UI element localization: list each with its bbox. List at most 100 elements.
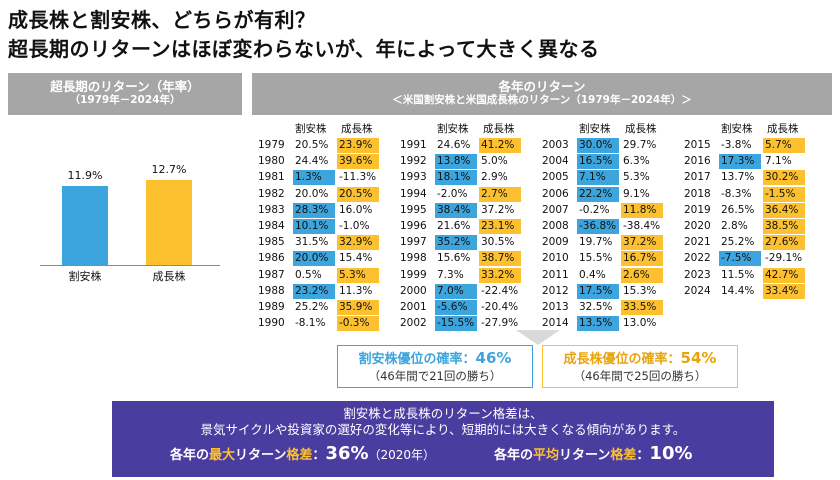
growth-return-cell: 41.2% xyxy=(479,138,521,153)
year-cell: 1989 xyxy=(258,301,285,313)
growth-return-cell: 23.1% xyxy=(479,219,521,234)
growth-return-cell: 5.3% xyxy=(337,267,379,283)
avg-gap-stat: 各年の平均リターン格差：10% xyxy=(494,442,693,468)
year-cell: 2000 xyxy=(400,284,427,297)
growth-return-cell: 15.3% xyxy=(623,284,657,297)
table-row: 2013 32.5% 33.5% xyxy=(542,300,672,316)
value-return-cell: 2.8% xyxy=(721,220,748,232)
year-cell: 1982 xyxy=(258,187,285,200)
value-return-cell: 13.5% xyxy=(577,316,619,332)
bar-value-label: 11.9% xyxy=(67,168,103,182)
table-block: 割安株 成長株 1991 24.6% 41.2% 1992 13.8% 5.0% 1993 18.… xyxy=(400,122,530,332)
growth-return-cell: 2.9% xyxy=(481,171,508,184)
value-return-cell: 24.6% xyxy=(437,139,471,151)
column-header-value: 割安株 xyxy=(295,123,327,135)
table-row: 2009 19.7% 37.2% xyxy=(542,235,672,251)
value-return-cell: 23.2% xyxy=(293,283,335,299)
value-return-cell: 15.5% xyxy=(579,252,613,265)
bar-category-label: 成長株 xyxy=(152,270,186,283)
max-colon: ： xyxy=(312,448,326,463)
year-cell: 2016 xyxy=(684,155,711,168)
year-cell: 1994 xyxy=(400,187,427,200)
table-row: 2012 17.5% 15.3% xyxy=(542,283,672,300)
column-header-growth: 成長株 xyxy=(625,123,657,135)
table-block: 割安株 成長株 2003 30.0% 29.7% 2004 16.5% 6.3% 2005 7.1… xyxy=(542,122,672,332)
summary-line1: 割安株と成長株のリターン格差は、 xyxy=(343,406,543,421)
value-return-cell: -0.2% xyxy=(579,203,610,216)
year-cell: 1983 xyxy=(258,203,285,216)
table-row: 1980 24.4% 39.6% xyxy=(258,154,388,170)
table-row: 1991 24.6% 41.2% xyxy=(400,138,530,154)
growth-return-cell: 37.2% xyxy=(621,235,663,251)
table-row: 2020 2.8% 38.5% xyxy=(684,219,814,235)
growth-return-cell: 36.4% xyxy=(763,202,805,218)
bar-category-label: 割安株 xyxy=(68,270,102,283)
table-row: 1996 21.6% 23.1% xyxy=(400,219,530,235)
year-cell: 2003 xyxy=(542,139,569,151)
table-row: 2015 -3.8% 5.7% xyxy=(684,138,814,154)
table-row: 2023 11.5% 42.7% xyxy=(684,267,814,284)
value-return-cell: 11.5% xyxy=(721,268,755,281)
value-return-cell: 28.3% xyxy=(293,202,335,218)
value-return-cell: 10.1% xyxy=(293,219,335,234)
value-return-cell: 21.6% xyxy=(437,220,471,232)
year-cell: 1995 xyxy=(400,203,427,216)
value-return-cell: 1.3% xyxy=(293,170,335,186)
growth-return-cell: 33.2% xyxy=(479,267,521,283)
year-cell: 2002 xyxy=(400,317,427,330)
value-return-cell: 38.4% xyxy=(435,202,477,218)
year-cell: 1992 xyxy=(400,155,427,168)
value-callout-label: 割安株優位の確率： xyxy=(358,352,476,367)
year-cell: 1999 xyxy=(400,268,427,281)
value-return-cell: 7.3% xyxy=(437,268,464,281)
value-return-cell: 7.1% xyxy=(577,170,619,186)
table-row: 1979 20.5% 23.9% xyxy=(258,138,388,154)
growth-return-cell: 6.3% xyxy=(623,155,650,168)
growth-return-cell: 16.7% xyxy=(621,251,663,267)
growth-return-cell: -1.0% xyxy=(339,220,370,232)
year-cell: 1979 xyxy=(258,139,285,151)
growth-return-cell: 7.1% xyxy=(765,155,792,168)
value-return-cell: -15.5% xyxy=(435,316,477,332)
growth-win-callout: 成長株優位の確率：54% （46年間で25回の勝ち） xyxy=(542,345,738,388)
max-pre: 各年の xyxy=(170,448,210,463)
table-row: 2022 -7.5% -29.1% xyxy=(684,251,814,267)
year-cell: 2022 xyxy=(684,252,711,265)
max-hl2: 格差 xyxy=(286,448,313,463)
value-return-cell: -36.8% xyxy=(577,219,619,234)
growth-return-cell: 38.7% xyxy=(479,251,521,267)
summary-box: 割安株と成長株のリターン格差は、 景気サイクルや投資家の選好の変化等により、短期… xyxy=(112,401,774,477)
year-cell: 2005 xyxy=(542,171,569,184)
value-return-cell: 26.5% xyxy=(721,203,755,216)
year-cell: 1987 xyxy=(258,268,285,281)
growth-return-cell: 11.8% xyxy=(621,202,663,218)
table-row: 2005 7.1% 5.3% xyxy=(542,170,672,186)
table-row: 1986 20.0% 15.4% xyxy=(258,251,388,267)
summary-line2: 景気サイクルや投資家の選好の変化等により、短期的には大きくなる傾向があります。 xyxy=(200,422,686,437)
growth-return-cell: 27.6% xyxy=(763,235,805,251)
growth-return-cell: 35.9% xyxy=(337,300,379,315)
value-return-cell: -8.1% xyxy=(295,317,326,330)
value-return-cell: 0.5% xyxy=(295,268,322,281)
table-row: 1992 13.8% 5.0% xyxy=(400,154,530,170)
avg-hl1: 平均 xyxy=(533,448,560,463)
value-return-cell: 20.0% xyxy=(295,187,329,200)
avg-pre: 各年の xyxy=(494,448,534,463)
value-callout-pct: 46% xyxy=(475,349,512,367)
table-row: 1982 20.0% 20.5% xyxy=(258,186,388,203)
year-cell: 2020 xyxy=(684,220,711,232)
growth-return-cell: 11.3% xyxy=(339,284,373,297)
table-row: 2000 7.0% -22.4% xyxy=(400,283,530,300)
year-cell: 1996 xyxy=(400,220,427,232)
growth-return-cell: -11.3% xyxy=(339,171,377,184)
bar-growth xyxy=(146,180,192,265)
year-cell: 2004 xyxy=(542,155,569,168)
table-row: 1989 25.2% 35.9% xyxy=(258,300,388,316)
column-header-value: 割安株 xyxy=(579,123,611,135)
year-cell: 1991 xyxy=(400,139,427,151)
table-row: 1981 1.3% -11.3% xyxy=(258,170,388,186)
pointer-triangle xyxy=(516,330,560,345)
growth-return-cell: 5.3% xyxy=(623,171,650,184)
left-panel-header: 超長期のリターン（年率） （1979年－2024年） xyxy=(8,73,242,115)
year-cell: 2006 xyxy=(542,187,569,200)
